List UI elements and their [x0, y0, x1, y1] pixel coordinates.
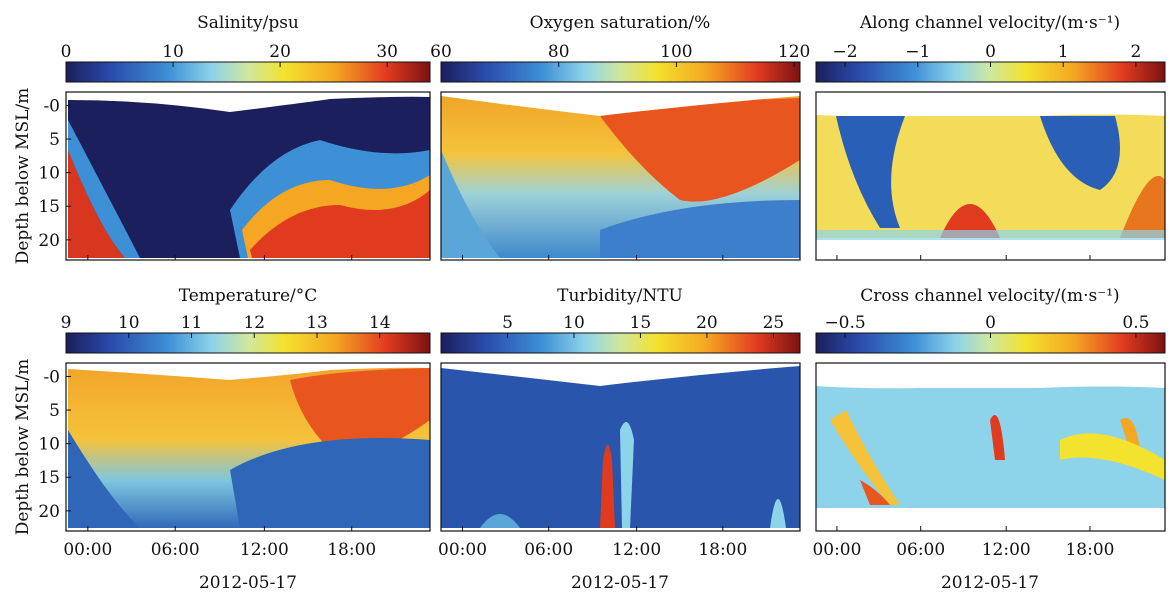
y-tick-label: 5: [49, 130, 60, 150]
temperature-ylabel: Depth below MSL/m: [13, 359, 33, 536]
salinity-field: [68, 96, 430, 258]
y-tick-label: 10: [38, 435, 60, 455]
colorbar-tick-label: 30: [376, 42, 398, 62]
x-tick-label: 18:00: [327, 540, 376, 560]
turbidity-frame: [440, 362, 801, 532]
colorbar-tick-label: 13: [306, 313, 328, 333]
panel-frames: [65, 91, 1166, 532]
colorbar-tick-label: −1: [905, 42, 930, 62]
temperature-xlabel: 2012-05-17: [199, 573, 297, 593]
x-tick-label: 12:00: [612, 540, 661, 560]
temperature-title: Temperature/°C: [179, 286, 318, 306]
colorbar-tick-label: 14: [369, 313, 391, 333]
x-tick-label: 06:00: [524, 540, 573, 560]
temperature-frame: [65, 362, 431, 532]
salinity-title: Salinity/psu: [197, 13, 299, 33]
colorbar-tick-label: 100: [660, 42, 692, 62]
y-tick-label: 15: [38, 468, 60, 488]
oxygen-frame: [440, 91, 801, 261]
along-velocity-frame: [815, 91, 1166, 261]
turbidity-xlabel: 2012-05-17: [571, 573, 669, 593]
colorbar-tick-label: 20: [696, 313, 718, 333]
colorbars: [65, 61, 1166, 354]
colorbar-tick-label: 20: [269, 42, 291, 62]
cross-velocity-field: [816, 372, 1165, 508]
along-velocity-title: Along channel velocity/(m·s⁻¹): [859, 13, 1120, 33]
temperature-field: [68, 367, 430, 528]
x-tick-label: 12:00: [240, 540, 289, 560]
temperature-colorbar: [65, 332, 431, 354]
colorbar-tick-label: 1: [1058, 42, 1069, 62]
colorbar-tick-label: 2: [1131, 42, 1142, 62]
oxygen-colorbar: [440, 61, 801, 83]
x-tick-label: 18:00: [1065, 540, 1114, 560]
cross-velocity-frame: [815, 362, 1166, 532]
colorbar-tick-label: 12: [243, 313, 265, 333]
colorbar-tick-label: 5: [502, 313, 513, 333]
colorbar-tick-label: 11: [181, 313, 203, 333]
y-tick-label: 20: [38, 502, 60, 522]
oxygen-title: Oxygen saturation/%: [530, 13, 711, 33]
colorbar-tick-label: 9: [61, 313, 72, 333]
colorbar-tick-label: 80: [548, 42, 570, 62]
colorbar-tick-label: 0.5: [1122, 313, 1149, 333]
x-tick-label: 12:00: [982, 540, 1031, 560]
salinity-colorbar: [65, 61, 431, 83]
y-tick-label: -0: [43, 96, 60, 116]
colorbar-tick-label: 0: [61, 42, 72, 62]
x-tick-label: 06:00: [151, 540, 200, 560]
y-tick-label: 10: [38, 164, 60, 184]
cross-velocity-title: Cross channel velocity/(m·s⁻¹): [860, 286, 1119, 306]
cross-velocity-xlabel: 2012-05-17: [941, 573, 1039, 593]
x-tick-label: 18:00: [698, 540, 747, 560]
panel-titles: Salinity/psu Oxygen saturation/% Along c…: [179, 13, 1120, 306]
colorbar-tick-label: −0.5: [824, 313, 865, 333]
colorbar-tick-label: 10: [118, 313, 140, 333]
y-tick-label: 15: [38, 197, 60, 217]
salinity-frame: [65, 91, 431, 261]
x-tick-label: 06:00: [896, 540, 945, 560]
colorbar-tick-label: 60: [430, 42, 452, 62]
oxygen-field: [441, 96, 800, 258]
colorbar-tick-label: 15: [630, 313, 652, 333]
colorbar-tick-label: 10: [162, 42, 184, 62]
y-tick-label: -0: [43, 367, 60, 387]
colorbar-tick-label: 25: [763, 313, 785, 333]
x-tick-label: 00:00: [63, 540, 112, 560]
along-velocity-field: [816, 100, 1165, 240]
salinity-ylabel: Depth below MSL/m: [13, 88, 33, 265]
colorbar-tick-label: 120: [778, 42, 810, 62]
x-tick-label: 00:00: [812, 540, 861, 560]
y-tick-label: 5: [49, 401, 60, 421]
colorbar-tick-label: 10: [563, 313, 585, 333]
turbidity-field: [441, 366, 800, 528]
turbidity-title: Turbidity/NTU: [557, 286, 683, 306]
colorbar-tick-label: −2: [833, 42, 858, 62]
colorbar-tick-label: 0: [985, 42, 996, 62]
colorbar-tick-label: 0: [985, 313, 996, 333]
y-tick-label: 20: [38, 231, 60, 251]
turbidity-colorbar: [440, 332, 801, 354]
x-tick-label: 00:00: [438, 540, 487, 560]
